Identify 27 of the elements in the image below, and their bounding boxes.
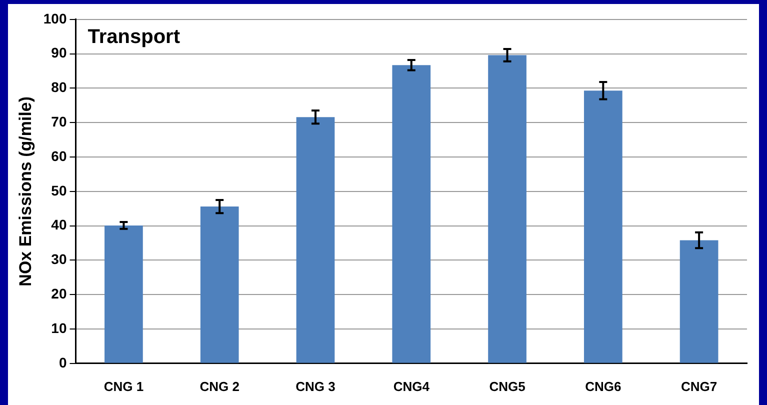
bar <box>488 55 526 363</box>
x-tick-label: CNG 2 <box>200 378 240 394</box>
x-tick-label: CNG 3 <box>296 378 336 394</box>
bar <box>200 206 239 363</box>
y-tick-label: 90 <box>51 44 67 61</box>
x-tick-label: CNG6 <box>585 378 622 394</box>
x-tick-label: CNG 1 <box>104 378 144 394</box>
bar <box>392 65 431 363</box>
y-tick-label: 0 <box>58 354 67 370</box>
bar <box>584 90 622 363</box>
y-tick-label: 100 <box>43 10 67 26</box>
y-tick-label: 20 <box>51 285 67 302</box>
bar <box>296 117 335 363</box>
bar <box>104 225 143 363</box>
y-tick-label: 70 <box>51 113 67 130</box>
y-tick-label: 50 <box>51 182 67 198</box>
x-tick-label: CNG4 <box>393 378 430 394</box>
chart-title: Transport <box>88 26 180 48</box>
bar <box>680 240 718 363</box>
y-tick-label: 40 <box>51 216 67 233</box>
y-tick-label: 80 <box>51 79 67 96</box>
y-tick-label: 60 <box>51 148 67 164</box>
y-axis-title: NOx Emissions (g/mile) <box>16 96 35 286</box>
y-tick-label: 30 <box>51 251 67 268</box>
y-tick-label: 10 <box>51 320 67 336</box>
x-tick-label: CNG7 <box>680 378 718 394</box>
x-tick-label: CNG5 <box>489 378 526 394</box>
